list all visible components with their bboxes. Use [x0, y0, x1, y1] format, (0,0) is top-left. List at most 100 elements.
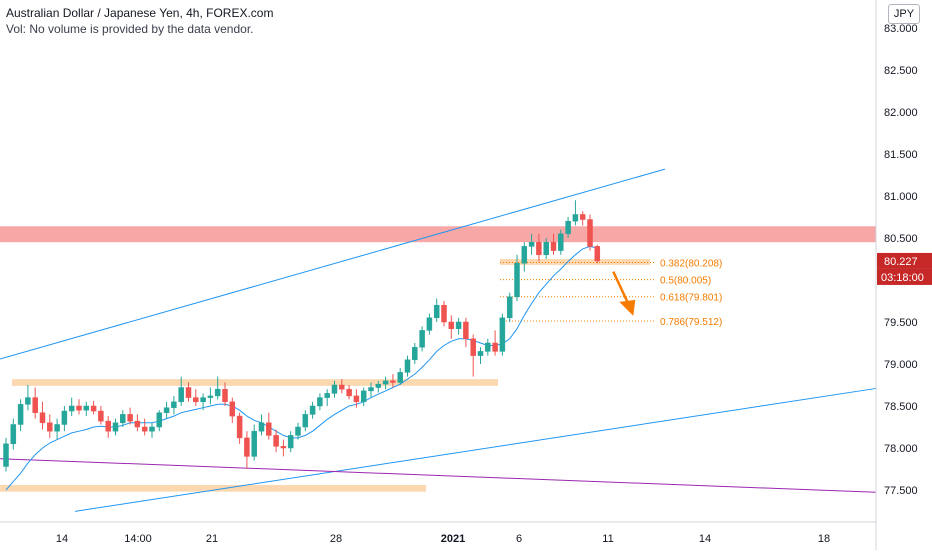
forecast-arrow-head [619, 299, 636, 316]
price-tick-label: 79.000 [884, 359, 918, 371]
candle-body [156, 412, 163, 428]
price-tick-label: 78.500 [884, 401, 918, 413]
candle-body [214, 388, 221, 397]
currency-button[interactable]: JPY [888, 4, 920, 24]
candle-body [492, 342, 498, 352]
price-tick-label: 77.500 [884, 485, 918, 497]
candle-body [295, 426, 301, 436]
time-tick-label: 11 [602, 533, 613, 545]
candle-body [171, 401, 177, 408]
candle-body [61, 410, 68, 425]
candle-body [360, 390, 367, 403]
candle-body [244, 437, 250, 457]
fibonacci-levels: 0.382(80.208) 0.5(80.005) 0.618(79.801) 0.7… [500, 259, 722, 328]
candle-body [200, 397, 206, 403]
forecast-arrow-shaft [612, 271, 631, 307]
candle-body [572, 214, 579, 222]
time-tick-label: 14 [699, 533, 711, 545]
candle-body [222, 388, 228, 403]
candle-body [346, 388, 352, 397]
candle-body [550, 241, 557, 251]
candle-body [455, 321, 462, 329]
moving-average-line [5, 245, 598, 491]
candle-body [397, 372, 403, 383]
fib-label-0.382: 0.382(80.208) [660, 259, 722, 270]
candle-body [309, 405, 316, 415]
zones [0, 226, 876, 492]
candle-body [390, 380, 396, 383]
candle-body [368, 387, 374, 392]
candle-body [266, 422, 272, 436]
candle-body [426, 317, 433, 331]
time-tick-label: 18 [818, 533, 830, 545]
candle-body [134, 420, 141, 428]
candle-body [543, 241, 549, 256]
trend-line[interactable] [0, 458, 877, 493]
fib-label-0.5: 0.5(80.005) [660, 276, 711, 287]
candle-body [477, 351, 484, 356]
candle-body [112, 422, 119, 432]
moving-average [5, 245, 598, 491]
candle-body [528, 241, 535, 247]
candle-body [587, 219, 593, 247]
fib-zone [500, 259, 650, 265]
time-tick-label: 28 [330, 533, 342, 545]
chart-title: Australian Dollar / Japanese Yen, 4h, FO… [6, 6, 274, 20]
candle-body [499, 317, 506, 352]
candles [3, 200, 601, 472]
support-zone-upper [12, 379, 498, 386]
candle-body [324, 393, 330, 398]
candle-body [207, 395, 214, 398]
candle-body [412, 346, 418, 361]
candle-body [579, 214, 586, 220]
candle-body [3, 443, 9, 467]
candle-body [382, 380, 389, 385]
price-tick-label: 82.000 [884, 107, 918, 119]
candle-body [536, 241, 542, 256]
candle-body [105, 420, 111, 432]
candle-body [83, 405, 90, 411]
candle-body [485, 342, 491, 352]
price-tick-label: 78.000 [884, 443, 918, 455]
candle-body [470, 338, 476, 356]
candle-body [594, 246, 601, 262]
time-tick-label: 14:00 [124, 533, 152, 545]
price-tick-label: 83.000 [884, 23, 918, 35]
candle-body [448, 321, 455, 329]
time-tick-label: 21 [206, 533, 218, 545]
candle-body [32, 397, 38, 413]
candle-body [463, 321, 469, 340]
channel-lower-line[interactable] [74, 387, 877, 512]
candle-body [251, 430, 257, 457]
candle-body [236, 415, 243, 439]
price-tick-label: 80.500 [884, 233, 918, 245]
candle-body [178, 387, 184, 403]
candle-body [419, 330, 425, 348]
price-tick-label: 79.500 [884, 317, 918, 329]
candle-body [258, 422, 265, 432]
candle-body [353, 395, 360, 403]
candle-body [565, 220, 571, 235]
candle-body [90, 405, 97, 412]
candle-body [375, 383, 382, 388]
candle-body [47, 422, 53, 432]
volume-note: Vol: No volume is provided by the data v… [6, 22, 254, 36]
candle-body [76, 405, 82, 411]
candle-body [17, 404, 24, 425]
channel-upper-line[interactable] [0, 168, 666, 360]
candle-body [404, 359, 411, 373]
time-tick-label: 14 [56, 533, 68, 545]
candle-body [441, 304, 447, 323]
price-tick-label: 82.500 [884, 65, 918, 77]
candle-body [127, 414, 133, 422]
candle-body [339, 384, 345, 390]
candle-body [331, 384, 338, 394]
candle-body [317, 397, 323, 407]
candle-body [25, 397, 31, 405]
candle-body [193, 397, 199, 403]
candle-body [54, 424, 60, 432]
fib-label-0.786: 0.786(79.512) [660, 317, 722, 328]
